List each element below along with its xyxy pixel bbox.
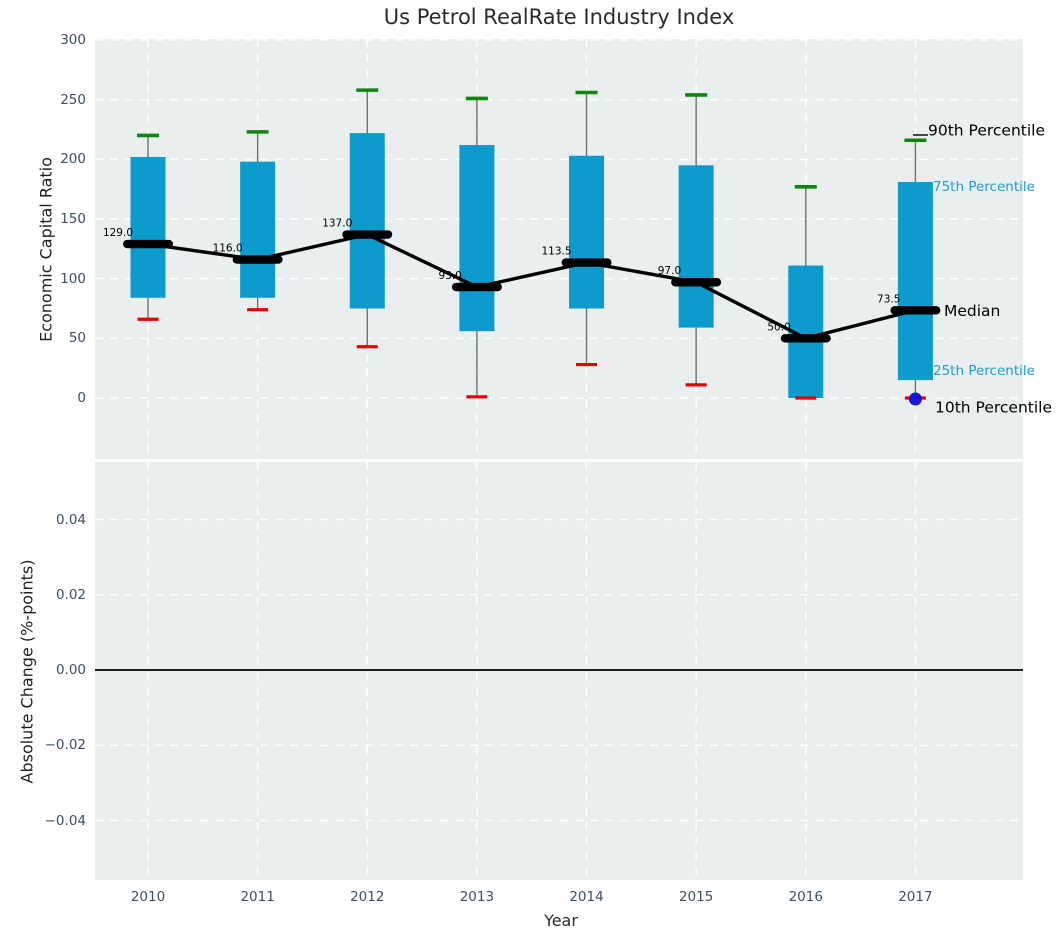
median-value-label-2012: 137.0 <box>322 218 352 230</box>
median-bar-2016 <box>780 334 831 343</box>
boxplot-2015 <box>678 93 714 387</box>
median-bar-2012 <box>342 230 393 239</box>
x-axis-label: Year <box>544 911 578 930</box>
bottom-ytick-0.00: 0.00 <box>55 662 86 678</box>
top-ytick-0: 0 <box>77 390 86 406</box>
boxplot-2017 <box>897 138 933 400</box>
boxplot-2014 <box>569 90 605 367</box>
xtick-2012: 2012 <box>350 889 385 905</box>
iqr-box-2017 <box>897 182 933 381</box>
median-bar-2017 <box>890 306 941 315</box>
top-ytick-300: 300 <box>60 32 86 48</box>
xtick-2014: 2014 <box>569 889 604 905</box>
boxplot-2013 <box>459 96 495 399</box>
median-bar-2013 <box>451 282 502 292</box>
top-ytick-50: 50 <box>68 330 86 347</box>
change-canvas <box>95 462 1023 880</box>
xtick-2011: 2011 <box>240 889 275 905</box>
median-value-label-2010: 129.0 <box>103 227 133 239</box>
median-value-label-2013: 93.0 <box>438 270 461 282</box>
boxplot-2012 <box>349 88 385 349</box>
bottom-ytick-−0.02: −0.02 <box>44 737 86 754</box>
xtick-2016: 2016 <box>788 889 823 905</box>
boxplot-2011 <box>240 130 276 312</box>
median-value-label-2016: 50.0 <box>767 321 790 333</box>
median-value-label-2017: 73.5 <box>877 293 900 305</box>
top-ytick-200: 200 <box>60 151 86 168</box>
xtick-2013: 2013 <box>459 889 495 905</box>
annotation-75th-percentile: 75th Percentile <box>933 179 1035 195</box>
median-bar-2015 <box>671 278 722 287</box>
median-bar-2010 <box>123 239 173 249</box>
top-panel-plot: 129.0 116.0 137.0 93.0 113.5 97.0 50.0 73.5 90th… <box>95 39 1052 459</box>
annotation-10th-percentile: 10th Percentile <box>935 399 1052 417</box>
median-bar-2014 <box>561 258 612 267</box>
iqr-box-2010 <box>130 156 166 298</box>
annotation-90th-percentile: 90th Percentile <box>928 122 1045 140</box>
bottom-gridlines <box>95 462 1023 880</box>
median-value-label-2014: 113.5 <box>541 246 571 258</box>
top-ytick-150: 150 <box>60 211 86 227</box>
boxplot-2010 <box>130 133 166 321</box>
bottom-ytick-0.02: 0.02 <box>55 586 86 603</box>
bottom-panel-plot <box>95 462 1023 880</box>
median-bar-2011 <box>232 255 283 264</box>
iqr-box-2011 <box>240 161 276 298</box>
bottom-ytick-−0.04: −0.04 <box>44 812 86 829</box>
iqr-box-2013 <box>459 145 495 332</box>
top-ytick-250: 250 <box>60 91 86 108</box>
iqr-box-2015 <box>678 165 714 328</box>
median-value-label-2015: 97.0 <box>658 265 681 277</box>
iqr-box-2012 <box>349 133 385 309</box>
boxplot-canvas: 129.0 116.0 137.0 93.0 113.5 97.0 50.0 73.5 90th… <box>95 39 1052 459</box>
top-ytick-100: 100 <box>60 270 86 287</box>
xtick-2015: 2015 <box>678 889 714 905</box>
iqr-box-2014 <box>569 155 605 309</box>
xtick-2010: 2010 <box>130 889 166 905</box>
annotation-median: Median <box>944 302 1000 320</box>
boxplots <box>130 88 933 400</box>
chart-title: Us Petrol RealRate Industry Index <box>383 5 735 29</box>
company-marker <box>908 392 922 406</box>
bottom-ytick-0.04: 0.04 <box>55 511 86 528</box>
annotation-25th-percentile: 25th Percentile <box>933 363 1035 379</box>
xtick-2017: 2017 <box>898 889 933 905</box>
median-value-label-2011: 116.0 <box>213 243 243 255</box>
